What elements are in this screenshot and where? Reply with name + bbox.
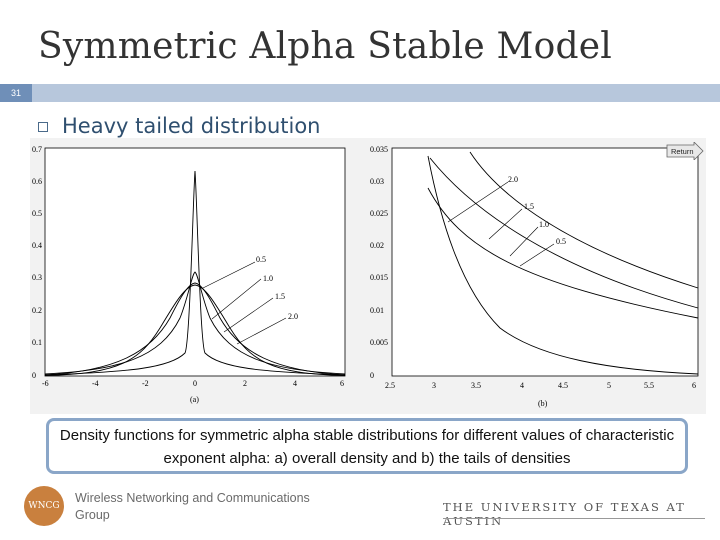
a-sublabel: (a) [190, 395, 199, 404]
org-name: Wireless Networking and Communications G… [75, 490, 310, 524]
a-leader-1.0 [211, 278, 262, 320]
b-ytick-2: 0.01 [370, 306, 384, 315]
b-ytick-6: 0.03 [370, 177, 384, 186]
title-bar [0, 84, 720, 102]
a-label-0.5: 0.5 [256, 255, 266, 264]
panel-a-frame [44, 147, 346, 377]
density-plots-svg: 0 0.1 0.2 0.3 0.4 0.5 0.6 0.7 -6 -4 -2 0… [32, 145, 699, 408]
a-xtick-6: 6 [340, 379, 344, 388]
b-curve-2.0 [427, 155, 699, 375]
a-curve-1.5 [44, 282, 346, 376]
b-xtick-1: 3 [432, 381, 436, 390]
a-ytick-2: 0.2 [32, 306, 42, 315]
b-ytick-4: 0.02 [370, 241, 384, 250]
a-xtick-0: -6 [42, 379, 49, 388]
a-xtick-1: -4 [92, 379, 99, 388]
a-curve-1.0 [44, 271, 346, 375]
b-leader-1.5 [488, 208, 523, 240]
a-xtick-2: -2 [142, 379, 149, 388]
figure-caption: Density functions for symmetric alpha st… [46, 418, 688, 474]
b-ytick-3: 0.015 [370, 273, 388, 282]
b-leader-2.0 [447, 181, 509, 223]
bullet-heading: Heavy tailed distribution [62, 114, 321, 138]
b-sublabel: (b) [538, 399, 548, 408]
return-label: Return [671, 147, 694, 156]
b-label-1.5: 1.5 [524, 202, 534, 211]
b-label-2.0: 2.0 [508, 175, 518, 184]
a-leader-0.5 [202, 261, 256, 289]
b-curve-1.5 [427, 187, 699, 319]
b-label-0.5: 0.5 [556, 237, 566, 246]
a-curve-2.0 [44, 284, 346, 376]
return-arrow-icon: Return [666, 141, 704, 161]
university-name: THE UNIVERSITY OF TEXAS AT AUSTIN [443, 500, 686, 528]
panel-b-frame [391, 147, 699, 377]
b-xtick-6: 5.5 [644, 381, 654, 390]
a-xtick-4: 2 [243, 379, 247, 388]
b-ytick-0: 0 [370, 371, 374, 380]
b-leader-1.0 [509, 226, 539, 257]
b-xtick-4: 4.5 [558, 381, 568, 390]
a-ytick-1: 0.1 [32, 338, 42, 347]
b-xtick-5: 5 [607, 381, 611, 390]
density-figure: 0 0.1 0.2 0.3 0.4 0.5 0.6 0.7 -6 -4 -2 0… [30, 138, 706, 414]
b-curve-1.0 [429, 157, 699, 309]
b-xtick-0: 2.5 [385, 381, 395, 390]
slide-title: Symmetric Alpha Stable Model [38, 26, 612, 67]
a-xtick-5: 4 [293, 379, 297, 388]
org-line-2: Group [75, 508, 110, 522]
a-ytick-5: 0.5 [32, 209, 42, 218]
return-button[interactable]: Return [666, 141, 704, 165]
a-ytick-6: 0.6 [32, 177, 42, 186]
bullet-square-icon [38, 122, 48, 132]
wncg-logo: WNCG [24, 486, 64, 526]
a-label-1.5: 1.5 [275, 292, 285, 301]
b-xtick-3: 4 [520, 381, 524, 390]
a-ytick-3: 0.3 [32, 273, 42, 282]
a-label-2.0: 2.0 [288, 312, 298, 321]
b-xtick-2: 3.5 [471, 381, 481, 390]
slide-number: 31 [0, 84, 32, 102]
org-line-1: Wireless Networking and Communications [75, 491, 310, 505]
a-curve-0.5 [44, 170, 346, 376]
a-xtick-3: 0 [193, 379, 197, 388]
b-xtick-7: 6 [692, 381, 696, 390]
a-ytick-4: 0.4 [32, 241, 42, 250]
b-leader-0.5 [519, 243, 555, 267]
b-ytick-1: 0.005 [370, 338, 388, 347]
b-curve-0.5 [469, 151, 699, 289]
b-label-1.0: 1.0 [539, 220, 549, 229]
b-ytick-7: 0.035 [370, 145, 388, 154]
university-underline [443, 518, 705, 519]
a-label-1.0: 1.0 [263, 274, 273, 283]
panel-a: 0 0.1 0.2 0.3 0.4 0.5 0.6 0.7 -6 -4 -2 0… [32, 145, 346, 404]
a-leader-1.5 [223, 297, 274, 333]
a-ytick-0: 0 [32, 371, 36, 380]
a-ytick-7: 0.7 [32, 145, 42, 154]
b-ytick-5: 0.025 [370, 209, 388, 218]
panel-b: 0 0.005 0.01 0.015 0.02 0.025 0.03 0.035… [370, 145, 699, 408]
a-leader-2.0 [236, 317, 287, 345]
